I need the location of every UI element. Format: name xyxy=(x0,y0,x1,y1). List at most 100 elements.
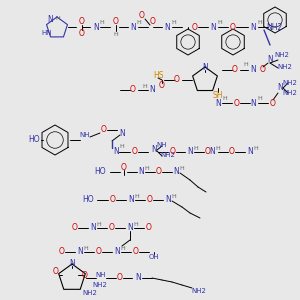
Text: N: N xyxy=(209,148,215,157)
Text: H: H xyxy=(145,166,149,170)
Text: H: H xyxy=(180,166,184,170)
Text: H: H xyxy=(142,83,147,88)
Text: HO: HO xyxy=(94,167,106,176)
Text: N: N xyxy=(267,56,273,64)
Text: NH2: NH2 xyxy=(283,80,297,86)
Text: N: N xyxy=(69,260,75,268)
Text: NH2: NH2 xyxy=(278,64,292,70)
Text: N: N xyxy=(128,196,134,205)
Text: O: O xyxy=(230,22,236,32)
Text: NH2: NH2 xyxy=(160,152,175,158)
Text: H: H xyxy=(254,146,258,151)
Text: O: O xyxy=(139,11,145,20)
Text: O: O xyxy=(146,224,152,232)
Text: N: N xyxy=(210,22,216,32)
Text: O: O xyxy=(270,98,276,107)
Text: O: O xyxy=(170,148,176,157)
Text: HO: HO xyxy=(28,136,40,145)
Text: N: N xyxy=(277,83,283,92)
Text: H: H xyxy=(258,97,262,101)
Text: SH: SH xyxy=(213,91,223,100)
Text: H: H xyxy=(134,221,138,226)
Text: H: H xyxy=(258,20,262,26)
Text: H: H xyxy=(172,20,176,26)
Text: OH: OH xyxy=(149,254,159,260)
Text: H: H xyxy=(223,97,227,101)
Text: H: H xyxy=(84,245,88,250)
Text: N: N xyxy=(165,196,171,205)
Text: O: O xyxy=(130,85,136,94)
Text: H: H xyxy=(100,20,104,26)
Text: H: H xyxy=(121,245,125,250)
Text: H: H xyxy=(97,221,101,226)
Text: H: H xyxy=(120,145,124,149)
Text: O: O xyxy=(205,148,211,157)
Text: H: H xyxy=(172,194,176,199)
Text: N: N xyxy=(138,167,144,176)
Text: N: N xyxy=(130,22,136,32)
Text: O: O xyxy=(232,65,238,74)
Text: O: O xyxy=(79,17,85,26)
Text: N: N xyxy=(247,148,253,157)
Text: H: H xyxy=(114,32,118,37)
Text: N: N xyxy=(250,65,256,74)
Text: HS: HS xyxy=(153,70,163,80)
Text: O: O xyxy=(159,82,165,91)
Text: O: O xyxy=(229,148,235,157)
Text: N: N xyxy=(77,248,83,256)
Text: NH2: NH2 xyxy=(266,22,282,32)
Text: N: N xyxy=(135,274,141,283)
Text: N: N xyxy=(113,148,119,157)
Text: O: O xyxy=(113,17,119,26)
Text: N: N xyxy=(187,148,193,157)
Text: O: O xyxy=(82,271,88,280)
Text: NH: NH xyxy=(96,272,106,278)
Text: O: O xyxy=(79,28,85,38)
Text: H: H xyxy=(244,62,248,68)
Text: N: N xyxy=(250,98,256,107)
Text: O: O xyxy=(96,248,102,256)
Text: N: N xyxy=(119,128,125,137)
Text: H: H xyxy=(194,146,198,151)
Text: O: O xyxy=(59,248,65,256)
Text: O: O xyxy=(121,163,127,172)
Text: O: O xyxy=(53,268,59,277)
Text: O: O xyxy=(72,224,78,232)
Text: N: N xyxy=(164,22,170,32)
Text: O: O xyxy=(156,167,162,176)
Text: N: N xyxy=(90,224,96,232)
Text: N: N xyxy=(149,85,155,94)
Text: O: O xyxy=(133,248,139,256)
Text: NH2: NH2 xyxy=(274,52,290,58)
Text: N: N xyxy=(151,146,157,154)
Text: N: N xyxy=(114,248,120,256)
Text: N: N xyxy=(215,98,221,107)
Text: O: O xyxy=(174,76,180,85)
Text: NH2: NH2 xyxy=(192,288,206,294)
Text: O: O xyxy=(234,98,240,107)
Text: HO: HO xyxy=(82,196,94,205)
Text: O: O xyxy=(117,274,123,283)
Text: O: O xyxy=(150,17,156,26)
Text: N: N xyxy=(202,62,208,71)
Text: NH: NH xyxy=(157,142,167,148)
Text: N: N xyxy=(127,224,133,232)
Text: H: H xyxy=(218,20,222,26)
Text: NH2: NH2 xyxy=(82,290,98,296)
Text: O: O xyxy=(132,148,138,157)
Text: O: O xyxy=(260,65,266,74)
Text: N: N xyxy=(250,22,256,32)
Text: O: O xyxy=(109,224,115,232)
Text: N: N xyxy=(173,167,179,176)
Text: O: O xyxy=(110,196,116,205)
Text: H: H xyxy=(136,20,141,26)
Text: O: O xyxy=(192,22,198,32)
Text: O: O xyxy=(101,125,107,134)
Text: H: H xyxy=(56,16,60,22)
Text: N: N xyxy=(93,22,99,32)
Text: NH2: NH2 xyxy=(283,90,297,96)
Text: HN: HN xyxy=(42,30,52,36)
Text: N: N xyxy=(47,16,53,25)
Text: H: H xyxy=(216,146,220,151)
Text: NH: NH xyxy=(80,132,90,138)
